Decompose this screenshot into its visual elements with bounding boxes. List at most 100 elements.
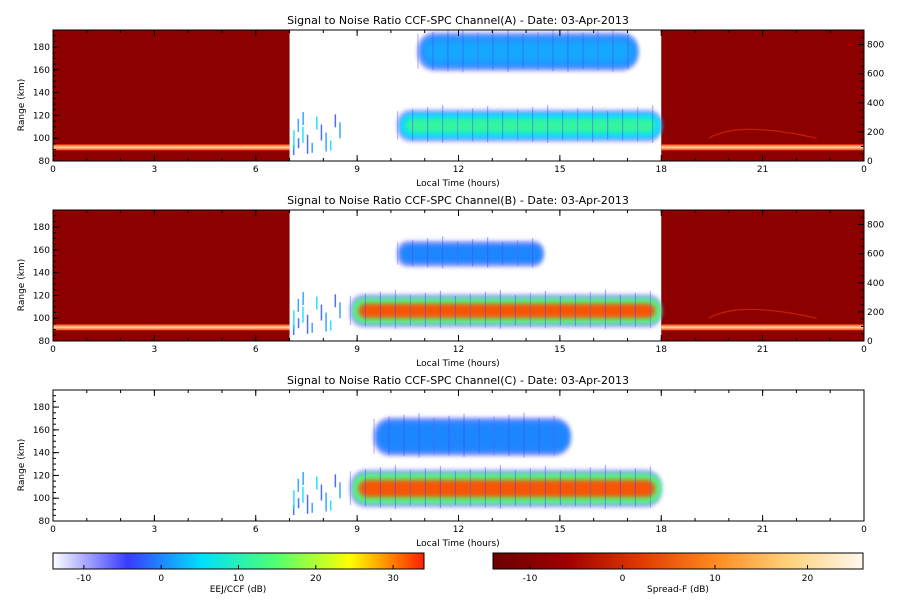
eej-sporadic-echo — [302, 112, 304, 126]
eej-sporadic-echo — [297, 318, 300, 329]
y-tick-label: 80 — [39, 337, 51, 347]
colorbar-eej-ccf-ticks: -10 0 10 20 30 — [77, 565, 399, 584]
eej-echo-core — [425, 42, 632, 61]
eej-sporadic-echo — [325, 132, 327, 152]
eej-sporadic-echo — [325, 312, 327, 332]
y-tick-label: 80 — [39, 157, 51, 167]
panel-a-heatmap — [53, 30, 864, 161]
panel-b-plot: 0 3 6 9 12 15 18 21 0801001201401601800200400600… — [33, 209, 884, 355]
eej-sporadic-echo — [302, 486, 304, 503]
y-tick-label: 100 — [33, 134, 50, 144]
y-tick-label: 100 — [33, 494, 50, 504]
eej-sporadic-echo — [306, 314, 309, 334]
y-tick-label: 160 — [33, 246, 50, 256]
x-tick-label: 3 — [152, 345, 158, 355]
eej-sporadic-echo — [302, 306, 304, 323]
x-tick-label: 21 — [757, 345, 768, 355]
x-tick-label: 12 — [453, 165, 464, 175]
eej-sporadic-echo — [292, 505, 295, 516]
eej-sporadic-echo — [297, 478, 300, 492]
y-tick-label: 160 — [33, 426, 50, 436]
eej-echo-layer — [349, 465, 662, 509]
colorbar-spread-f: -10 0 10 20 Spread-F (dB) — [492, 552, 864, 595]
eej-sporadic-echo — [292, 145, 295, 156]
panel-a-ylabel: Range (km) — [17, 79, 27, 131]
panel-channel-c: Signal to Noise Ratio CCF-SPC Channel(C)… — [17, 374, 867, 549]
x-tick-label: 15 — [554, 525, 565, 535]
x-tick-label: 21 — [757, 165, 768, 175]
y-tick-label: 180 — [33, 43, 50, 53]
eej-sporadic-echo — [320, 484, 323, 501]
eej-sporadic-echo — [320, 304, 323, 321]
eej-sporadic-echo — [302, 292, 304, 306]
eej-sporadic-echo — [306, 134, 309, 154]
eej-echo-layer — [397, 236, 543, 269]
right-tick-label: 200 — [867, 128, 884, 138]
colorbar-tick-label: 20 — [310, 574, 322, 584]
panel-channel-a: Signal to Noise Ratio CCF-SPC Channel(A)… — [17, 14, 884, 189]
spread-f-block — [53, 210, 290, 341]
x-tick-label: 18 — [656, 345, 668, 355]
right-tick-label: 200 — [867, 308, 884, 318]
panel-a-plot: 0 3 6 9 12 15 18 21 0801001201401601800200400600… — [33, 29, 884, 175]
panel-b-title: Signal to Noise Ratio CCF-SPC Channel(B)… — [287, 194, 629, 207]
x-tick-label: 0 — [50, 345, 56, 355]
eej-sporadic-echo — [316, 116, 318, 130]
eej-sporadic-echo — [329, 320, 332, 331]
y-tick-label: 140 — [33, 449, 50, 459]
colorbar-tick-label: -10 — [523, 574, 538, 584]
eej-sporadic-echo — [306, 494, 309, 514]
x-tick-label: 12 — [453, 345, 464, 355]
y-tick-label: 120 — [33, 291, 50, 301]
eej-sporadic-echo — [302, 126, 304, 143]
right-tick-label: 400 — [867, 279, 884, 289]
colorbar-tick-label: 20 — [802, 574, 814, 584]
spread-f-block — [661, 210, 864, 341]
x-tick-label: 15 — [554, 165, 565, 175]
eej-sporadic-echo — [297, 498, 300, 509]
x-tick-label: 0 — [50, 165, 56, 175]
x-tick-label: 3 — [152, 525, 158, 535]
y-tick-label: 120 — [33, 471, 50, 481]
colorbar-spread-f-ticks: -10 0 10 20 — [523, 565, 814, 584]
x-tick-label: 9 — [354, 165, 360, 175]
x-tick-label: 0 — [50, 525, 56, 535]
right-tick-label: 600 — [867, 70, 884, 80]
x-tick-label: 21 — [757, 525, 768, 535]
colorbar-tick-label: 0 — [620, 574, 626, 584]
spread-f-block — [53, 30, 290, 161]
x-tick-label: 6 — [253, 165, 259, 175]
panel-b-ylabel: Range (km) — [17, 259, 27, 311]
eej-sporadic-echo — [334, 114, 337, 128]
spread-f-echo-line — [53, 144, 290, 151]
eej-sporadic-echo — [297, 118, 300, 132]
panel-c-title: Signal to Noise Ratio CCF-SPC Channel(C)… — [287, 374, 629, 387]
eej-sporadic-echo — [320, 124, 323, 141]
y-tick-label: 160 — [33, 66, 50, 76]
spread-f-faint-trace — [708, 308, 817, 319]
colorbar-tick-label: 30 — [387, 574, 399, 584]
spread-f-faint-trace — [708, 128, 817, 139]
x-tick-label: 9 — [354, 525, 360, 535]
spread-f-echo-line — [661, 144, 864, 151]
eej-sporadic-echo — [325, 492, 327, 512]
colorbar-tick-label: 0 — [158, 574, 164, 584]
panel-channel-b: Signal to Noise Ratio CCF-SPC Channel(B)… — [17, 194, 884, 369]
panel-c-xlabel: Local Time (hours) — [416, 539, 499, 549]
spread-f-echo-line — [53, 324, 290, 331]
x-tick-label: 6 — [253, 525, 259, 535]
y-tick-label: 180 — [33, 403, 50, 413]
right-tick-label: 800 — [867, 221, 884, 231]
colorbar-tick-label: 10 — [233, 574, 245, 584]
eej-echo-core — [358, 479, 656, 498]
y-tick-label: 140 — [33, 89, 50, 99]
colorbar-tick-label: -10 — [77, 574, 92, 584]
eej-sporadic-echo — [293, 490, 295, 510]
colorbar-tick-label: 10 — [709, 574, 721, 584]
spread-f-echo-line — [661, 324, 864, 331]
eej-sporadic-echo — [292, 325, 295, 336]
eej-sporadic-echo — [316, 476, 318, 490]
eej-sporadic-echo — [329, 140, 332, 151]
